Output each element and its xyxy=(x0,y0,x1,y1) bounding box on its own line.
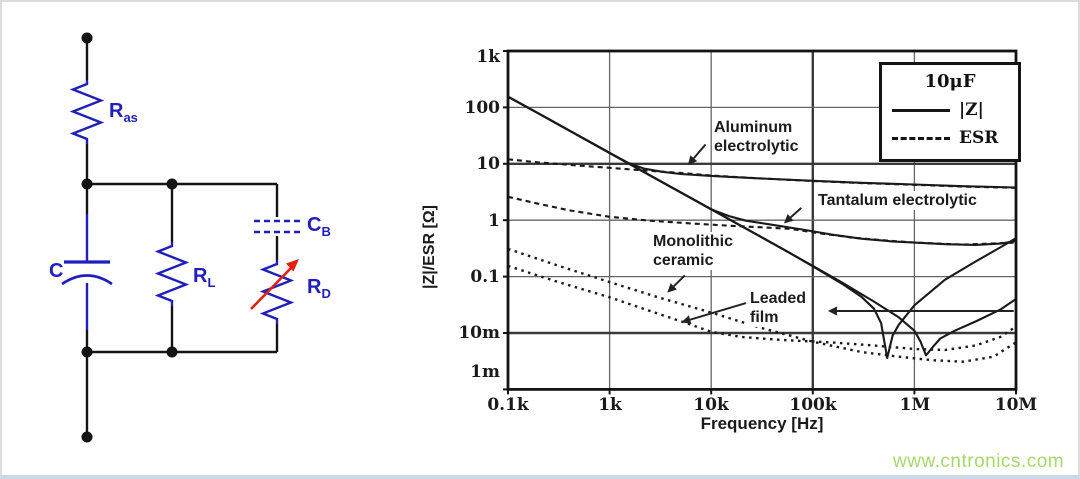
legend-row-z: |Z| xyxy=(892,100,1018,120)
resistor-rd xyxy=(259,260,295,324)
tantalum-arrow-head-icon xyxy=(783,213,794,224)
rd-variable-arrow xyxy=(250,259,299,310)
annotation-ceramic: Monolithic ceramic xyxy=(651,232,735,270)
curve-aluminum-electrolytic-esr xyxy=(507,158,1017,189)
annotation-text: Leaded xyxy=(750,290,807,307)
chart-legend: 10μF |Z| ESR xyxy=(879,62,1021,162)
circuit-wires xyxy=(85,38,279,437)
aluminum-arrow-shaft xyxy=(693,143,707,159)
variable-arrow-head-icon xyxy=(286,259,299,272)
annotation-text: Aluminum xyxy=(714,119,793,136)
ceramic-arrow-head-icon xyxy=(667,283,677,293)
legend-row-esr: ESR xyxy=(892,128,1018,148)
junction-node xyxy=(81,178,93,190)
y-tick-0p1: 0.1 xyxy=(470,267,500,287)
circuit-nodes xyxy=(81,32,178,443)
label-rd: RD xyxy=(307,276,331,301)
resistor-rl xyxy=(154,242,190,306)
solid-line-icon xyxy=(892,108,950,112)
terminal-node-bottom xyxy=(81,431,93,443)
terminal-node-top xyxy=(81,32,93,44)
annotation-text: Monolithic xyxy=(653,233,733,250)
annotation-text: film xyxy=(750,309,779,326)
junction-node xyxy=(166,178,178,190)
capacitor-c-curved-plate xyxy=(61,274,113,286)
y-axis-title: |Z|/ESR [Ω] xyxy=(421,205,438,289)
annotation-tantalum: Tantalum electrolytic xyxy=(816,191,979,210)
resonance-arrow-head-icon xyxy=(827,306,837,316)
bottom-border xyxy=(0,475,1080,479)
curve-monolithic-ceramic-esr xyxy=(507,247,1017,363)
circuit-diagram xyxy=(61,32,301,443)
y-tick-10: 10 xyxy=(476,154,500,174)
legend-z-label: |Z| xyxy=(959,100,984,120)
y-tick-1: 1 xyxy=(488,211,500,231)
x-tick-1k: 1k xyxy=(598,395,622,415)
variable-arrow-shaft xyxy=(250,266,293,310)
x-tick-0p1k: 0.1k xyxy=(487,395,529,415)
y-tick-1m: 1m xyxy=(470,362,500,382)
x-axis-title: Frequency [Hz] xyxy=(700,414,824,433)
y-tick-100: 100 xyxy=(464,98,501,118)
annotation-text: electrolytic xyxy=(714,138,799,155)
aluminum-arrow-head-icon xyxy=(687,155,698,166)
ceramic-arrow-shaft xyxy=(673,274,686,288)
annotation-text: Tantalum electrolytic xyxy=(818,192,977,209)
legend-esr-label: ESR xyxy=(959,128,999,148)
x-tick-10M: 10M xyxy=(994,395,1038,415)
junction-node xyxy=(81,346,93,358)
label-rl: RL xyxy=(193,265,216,290)
annotation-text: ceramic xyxy=(653,252,714,269)
curve-tantalum-electrolytic-esr xyxy=(507,195,1017,246)
tantalum-arrow-shaft xyxy=(790,207,802,219)
x-tick-10k: 10k xyxy=(693,395,729,415)
junction-node xyxy=(166,346,178,358)
curve-leaded-film-z xyxy=(507,95,1017,360)
annotation-film: Leaded film xyxy=(748,289,809,327)
film-arrow-head-icon xyxy=(681,315,692,325)
legend-title: 10μF xyxy=(924,71,976,92)
watermark: www.cntronics.com xyxy=(893,451,1065,472)
resistor-ras xyxy=(69,80,105,144)
y-tick-1k: 1k xyxy=(476,47,500,67)
y-tick-10m: 10m xyxy=(458,323,500,343)
label-c: C xyxy=(49,260,64,282)
label-ras: Ras xyxy=(109,100,138,125)
annotation-aluminum: Aluminum electrolytic xyxy=(712,118,801,156)
film-arrow-shaft xyxy=(689,302,747,321)
x-tick-100k: 100k xyxy=(789,395,837,415)
label-cb: CB xyxy=(307,214,331,239)
circuit-components xyxy=(61,80,301,330)
dashed-line-icon xyxy=(892,136,950,140)
x-tick-1M: 1M xyxy=(899,395,931,415)
